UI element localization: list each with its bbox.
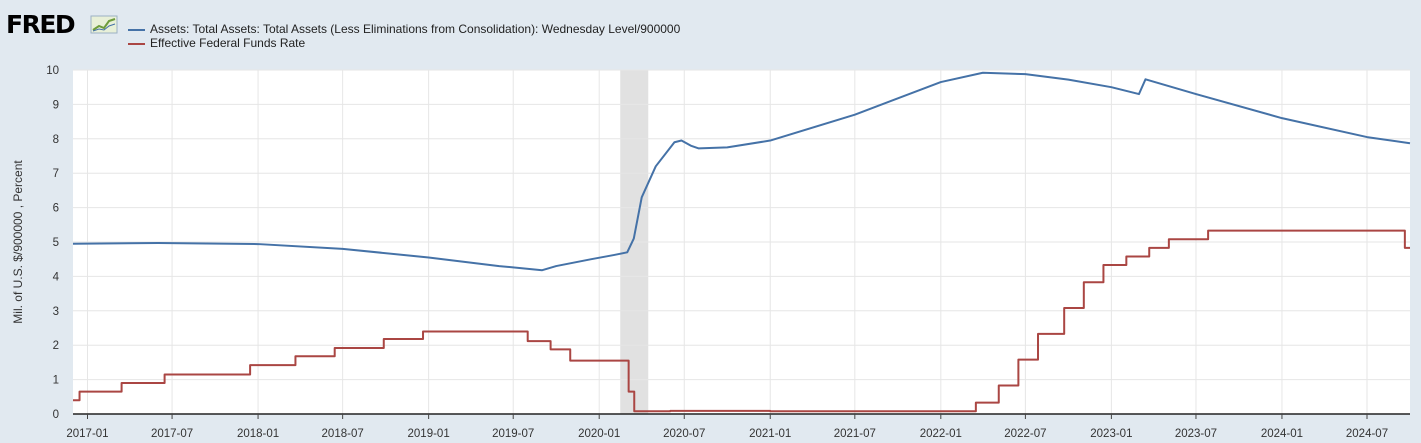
- x-tick-label: 2017-01: [66, 428, 108, 440]
- x-tick-label: 2018-01: [237, 428, 279, 440]
- y-tick-label: 3: [53, 306, 59, 318]
- y-tick-label: 8: [53, 134, 59, 146]
- x-tick-label: 2024-07: [1346, 428, 1388, 440]
- x-tick-label: 2022-07: [1004, 428, 1046, 440]
- y-tick-label: 0: [53, 409, 59, 421]
- x-tick-label: 2019-01: [408, 428, 450, 440]
- x-tick-label: 2022-01: [920, 428, 962, 440]
- series-line-total-assets[interactable]: [72, 71, 1411, 272]
- y-tick-label: 10: [46, 65, 59, 77]
- x-tick-label: 2020-01: [578, 428, 620, 440]
- x-tick-label: 2023-07: [1175, 428, 1217, 440]
- legend-label-total-assets: Assets: Total Assets: Total Assets (Less…: [150, 22, 681, 36]
- y-tick-label: 4: [53, 271, 60, 283]
- y-tick-label: 6: [53, 203, 59, 215]
- y-axis-label: Mil. of U.S. $/900000 , Percent: [11, 160, 25, 324]
- series-layer: [72, 71, 1411, 413]
- x-tick-label: 2023-01: [1090, 428, 1132, 440]
- y-tick-label: 9: [53, 99, 59, 111]
- x-axis-ticks: 2017-01 2017-07 2018-01 2018-07 2019-01 2019-…: [66, 414, 1388, 440]
- line-graph-icon: [90, 15, 118, 34]
- x-tick-label: 2020-07: [663, 428, 705, 440]
- y-tick-label: 1: [53, 375, 59, 387]
- legend-label-fed-funds-rate: Effective Federal Funds Rate: [150, 36, 306, 50]
- x-tick-label: 2024-01: [1261, 428, 1303, 440]
- x-tick-label: 2021-07: [834, 428, 876, 440]
- x-tick-label: 2018-07: [322, 428, 364, 440]
- legend-swatch-total-assets: [128, 29, 145, 31]
- series-line-fed-funds-rate[interactable]: [73, 229, 1410, 413]
- x-tick-label: 2021-01: [749, 428, 791, 440]
- y-tick-label: 5: [53, 237, 59, 249]
- y-axis-ticks: 0 1 2 3 4 5 6 7 8 9 10: [46, 65, 59, 421]
- legend-swatch-fed-funds-rate: [128, 43, 145, 45]
- gridlines: [73, 69, 1410, 414]
- y-tick-label: 2: [53, 340, 59, 352]
- x-tick-label: 2019-07: [492, 428, 534, 440]
- x-tick-label: 2017-07: [151, 428, 193, 440]
- chart-header: FRED Assets: Total Assets: Total Assets …: [0, 0, 1421, 58]
- y-tick-label: 7: [53, 168, 59, 180]
- fred-logo[interactable]: FRED: [6, 10, 76, 39]
